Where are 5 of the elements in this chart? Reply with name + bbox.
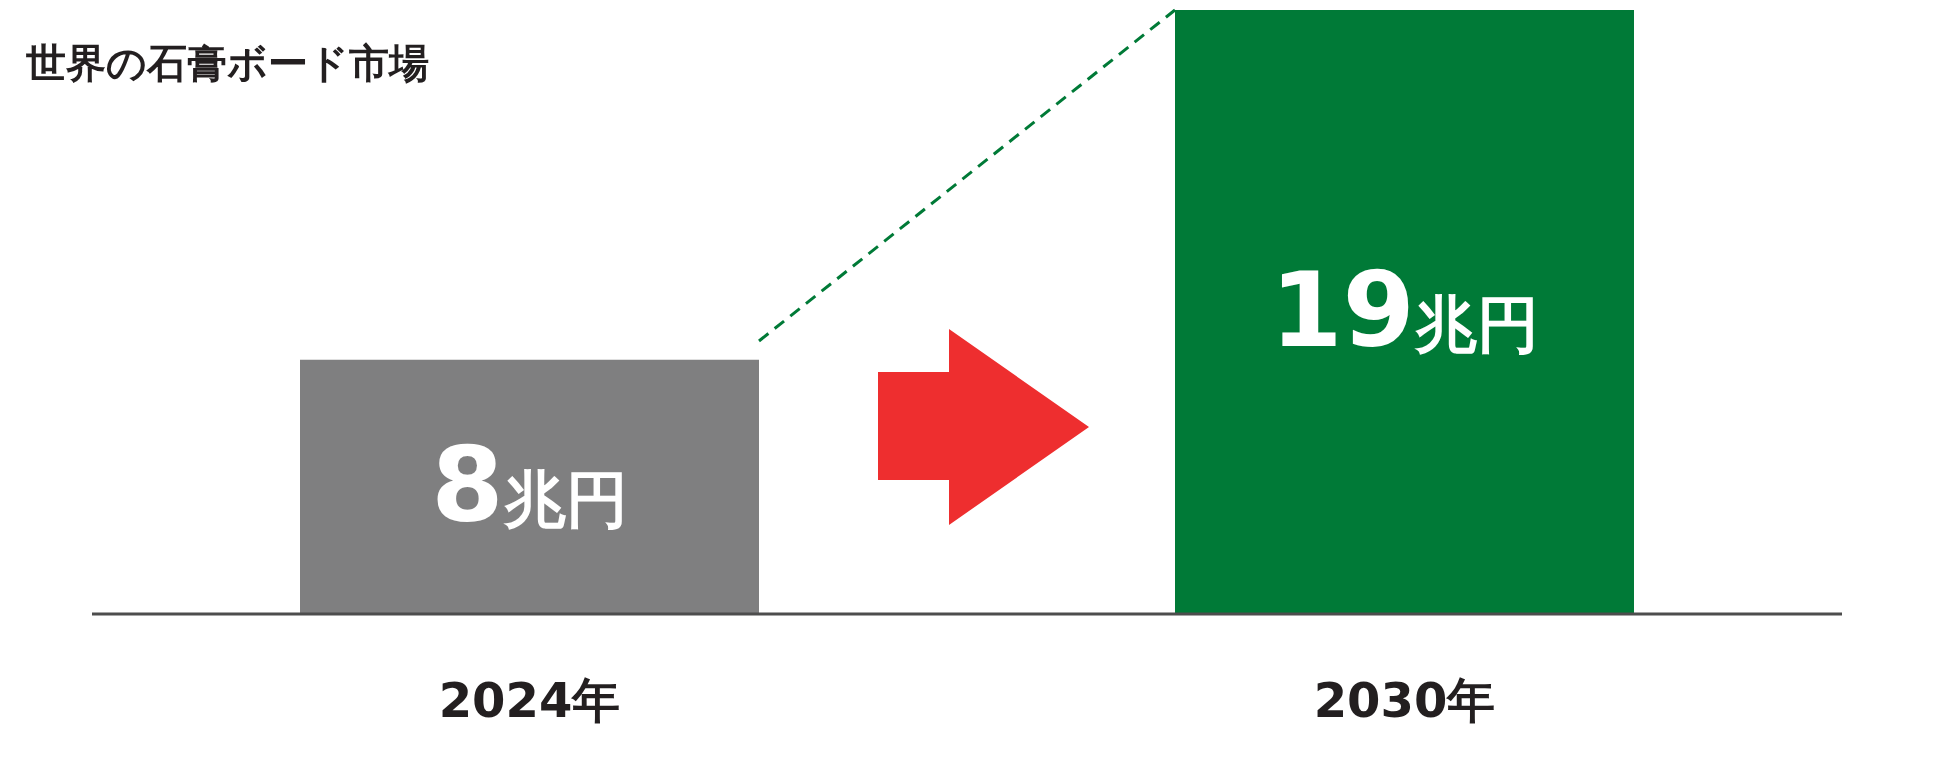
x-tick-label: 2024年 xyxy=(438,672,621,728)
text: 世界の石膏ボード市場 xyxy=(26,39,429,88)
data-label: 8兆円 xyxy=(431,423,628,546)
data-label: 19兆円 xyxy=(1270,249,1539,371)
x-tick-label: 2030年 xyxy=(1313,672,1496,728)
